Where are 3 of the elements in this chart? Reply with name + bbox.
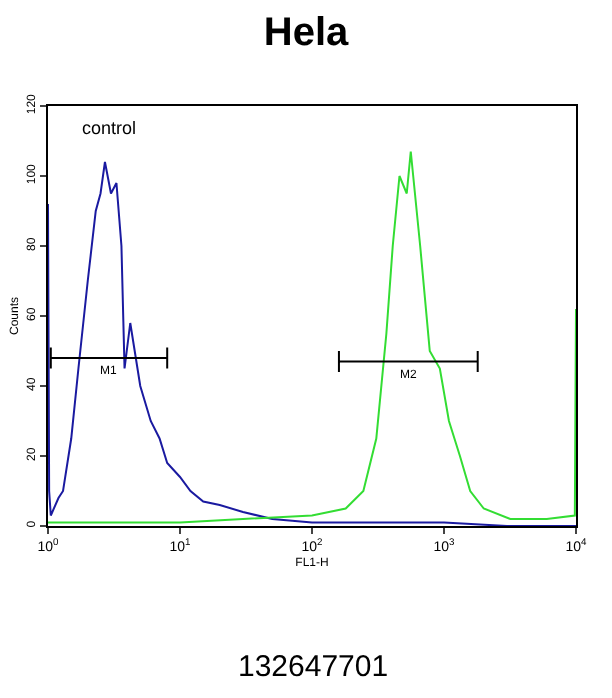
series-label: control bbox=[82, 118, 137, 138]
text: 132647701 bbox=[238, 650, 389, 684]
chart-title: Hela bbox=[263, 11, 350, 56]
